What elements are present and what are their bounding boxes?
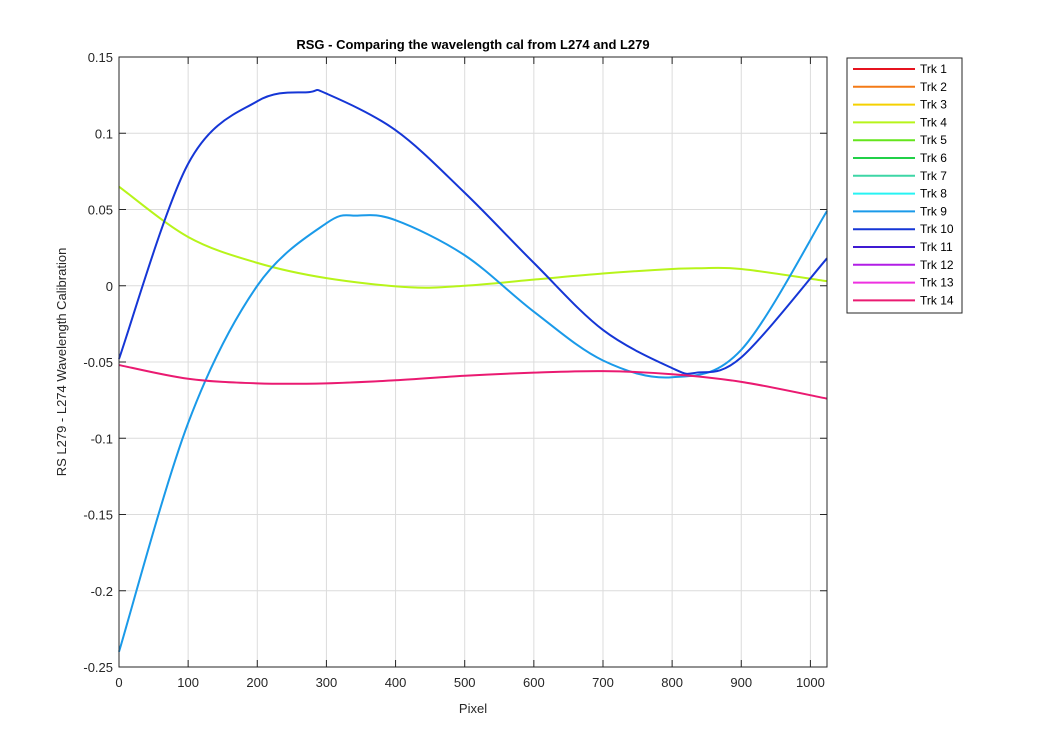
chart-title: RSG - Comparing the wavelength cal from … (296, 37, 649, 52)
series-line-trk-4 (118, 185, 828, 289)
x-tick-label: 100 (177, 675, 199, 690)
legend-label: Trk 14 (920, 293, 954, 307)
x-tick-labels: 0 100 200 300 400 500 600 700 800 900 1000 (115, 675, 824, 690)
legend-label: Trk 3 (920, 98, 947, 112)
y-tick-label: 0 (106, 279, 113, 294)
y-tick-label: 0.15 (88, 50, 113, 65)
x-tick-label: 700 (592, 675, 614, 690)
y-tick-label: -0.1 (91, 431, 113, 446)
legend-label: Trk 5 (920, 133, 947, 147)
legend-box (846, 57, 963, 314)
y-tick-label: -0.2 (91, 584, 113, 599)
y-tick-label: 0.05 (88, 203, 113, 218)
legend-label: Trk 8 (920, 187, 947, 201)
legend-label: Trk 9 (920, 204, 947, 218)
y-tick-label: -0.05 (83, 355, 113, 370)
legend-label: Trk 1 (920, 62, 947, 76)
series-line-trk-14 (118, 364, 828, 400)
x-tick-label: 300 (316, 675, 338, 690)
legend-label: Trk 7 (920, 169, 947, 183)
y-axis-label: RS L279 - L274 Wavelength Calibration (54, 248, 69, 477)
axis-ticks (118, 56, 827, 668)
legend-label: Trk 4 (920, 115, 947, 129)
x-axis-label: Pixel (459, 701, 487, 716)
y-tick-label: -0.25 (83, 660, 113, 675)
x-tick-label: 600 (523, 675, 545, 690)
y-tick-label: -0.15 (83, 508, 113, 523)
x-tick-label: 1000 (796, 675, 825, 690)
series-line-trk-10 (118, 88, 828, 375)
x-tick-label: 900 (730, 675, 752, 690)
legend-label: Trk 2 (920, 80, 947, 94)
legend-label: Trk 10 (920, 222, 954, 236)
x-tick-label: 200 (246, 675, 268, 690)
series-lines (118, 88, 828, 653)
legend-label: Trk 6 (920, 151, 947, 165)
x-tick-label: 500 (454, 675, 476, 690)
x-tick-label: 800 (661, 675, 683, 690)
x-tick-label: 400 (385, 675, 407, 690)
legend-label: Trk 13 (920, 276, 954, 290)
x-tick-label: 0 (115, 675, 122, 690)
legend-label: Trk 11 (920, 240, 953, 254)
y-tick-labels: -0.25 -0.2 -0.15 -0.1 -0.05 0 0.05 0.1 0.15 (83, 50, 113, 675)
legend: Trk 1 Trk 2 Trk 3 Trk 4 Trk 5 Trk 6 Trk 7 Trk 8… (846, 57, 963, 314)
legend-label: Trk 12 (920, 258, 954, 272)
y-tick-label: 0.1 (95, 126, 113, 141)
